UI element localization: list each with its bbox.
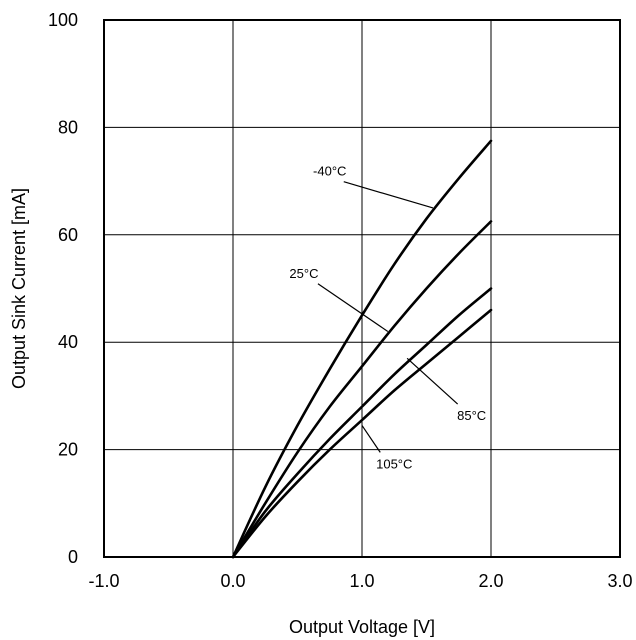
leader-line-1: [317, 283, 389, 332]
x-axis-ticks: -1.0 0.0 1.0 2.0 3.0: [88, 571, 632, 591]
series-group: [231, 139, 493, 559]
leader-line-3: [361, 425, 381, 453]
x-tick-label: -1.0: [88, 571, 119, 591]
series-line-1: [231, 220, 493, 559]
x-tick-label: 2.0: [478, 571, 503, 591]
y-axis-ticks: 0 20 40 60 80 100: [48, 10, 78, 567]
series-line-0: [231, 139, 493, 559]
leader-line-2: [406, 357, 459, 405]
y-tick-label: 80: [58, 117, 78, 137]
y-tick-label: 20: [58, 440, 78, 460]
x-tick-label: 0.0: [220, 571, 245, 591]
y-tick-label: 100: [48, 10, 78, 30]
label-leaders: [317, 181, 459, 453]
plot-area: [103, 19, 621, 558]
y-tick-label: 40: [58, 332, 78, 352]
series-label-3: 105°C: [376, 456, 412, 471]
series-line-2: [231, 287, 493, 559]
series-label-2: 85°C: [457, 408, 486, 423]
y-tick-label: 0: [68, 547, 78, 567]
y-axis-title: Output Sink Current [mA]: [9, 188, 29, 389]
grid: [104, 20, 620, 557]
series-line-3: [231, 308, 493, 559]
y-tick-label: 60: [58, 225, 78, 245]
x-axis-title: Output Voltage [V]: [289, 617, 435, 637]
leader-line-0: [343, 181, 434, 209]
x-tick-label: 3.0: [607, 571, 632, 591]
series-label-0: -40°C: [313, 164, 346, 179]
series-labels: -40°C 25°C 85°C 105°C: [289, 164, 486, 472]
series-label-1: 25°C: [289, 266, 318, 281]
x-tick-label: 1.0: [349, 571, 374, 591]
